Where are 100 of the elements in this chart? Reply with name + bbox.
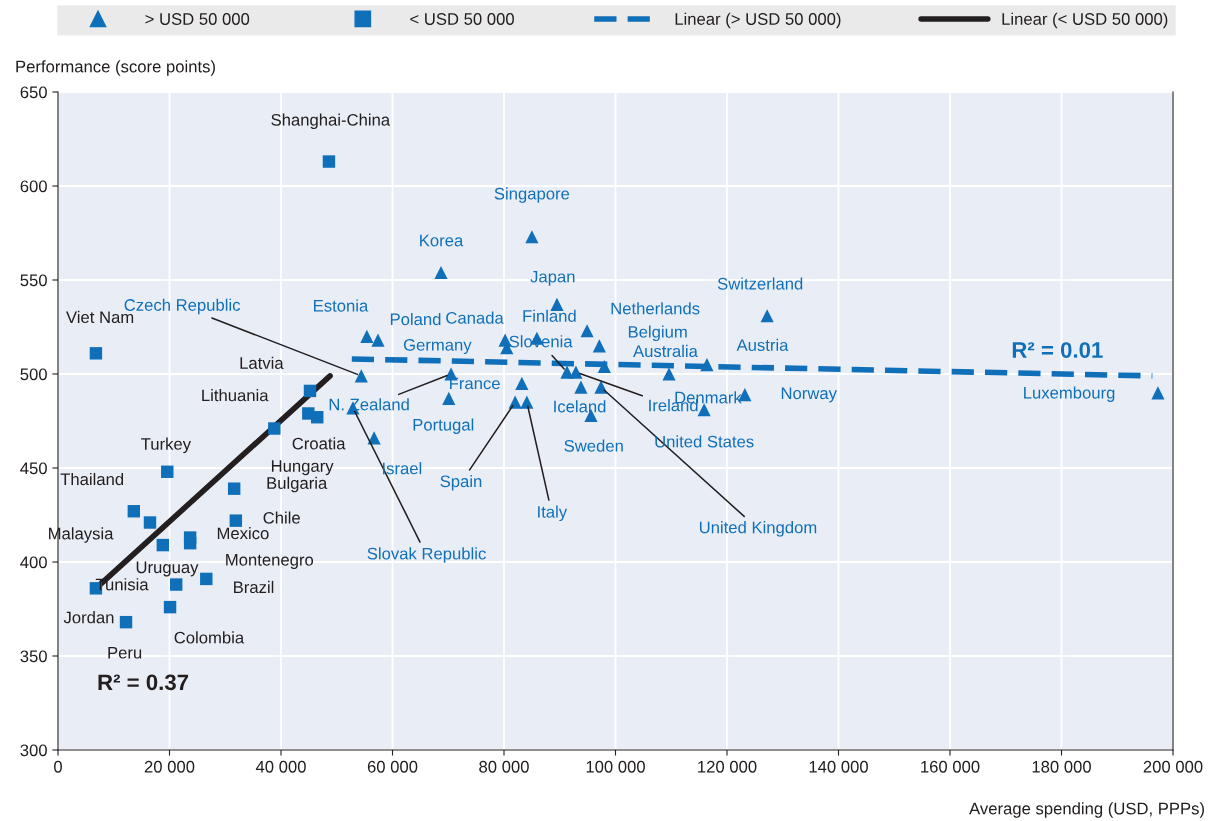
x-axis-title: Average spending (USD, PPPs) xyxy=(969,802,1204,818)
annotation: Slovak Republic xyxy=(367,547,486,563)
annotation: R² = 0.01 xyxy=(1012,342,1103,358)
x-tick-label: 80 000 xyxy=(479,760,529,773)
annotation: Jordan xyxy=(63,611,114,624)
annotation: Israel xyxy=(383,462,422,475)
y-tick-label: 400 xyxy=(20,556,47,569)
annotation: Sweden xyxy=(564,439,623,452)
annotation: Mexico xyxy=(217,527,269,540)
annotation: Spain xyxy=(440,474,482,491)
point xyxy=(229,514,243,527)
point xyxy=(156,538,170,552)
y-tick-label: 350 xyxy=(20,650,47,663)
annotation: Malaysia xyxy=(49,527,114,543)
annotation: Poland xyxy=(390,312,441,326)
annotation: United Kingdom xyxy=(699,521,817,537)
x-tick-label: 120 000 xyxy=(698,760,757,773)
annotation: Latvia xyxy=(240,356,284,370)
point xyxy=(169,578,183,591)
y-tick-label: 650 xyxy=(20,86,47,99)
annotation: Netherlands xyxy=(611,302,700,315)
x-tick-label: 20 000 xyxy=(144,760,195,773)
legend-label: Linear (> USD 50 000) xyxy=(675,12,841,29)
point xyxy=(760,309,774,323)
annotation: Australia xyxy=(633,344,698,358)
annotation: Thailand xyxy=(60,472,124,486)
point xyxy=(163,600,177,614)
point xyxy=(442,391,456,406)
point xyxy=(508,395,522,409)
annotation: Belgium xyxy=(628,325,687,342)
annotation: Brazil xyxy=(234,580,274,594)
annotation: Switzerland xyxy=(717,277,803,290)
x-tick-label: 180 000 xyxy=(1032,760,1091,773)
annotation: Colombia xyxy=(174,631,245,644)
annotation: R² = 0.37 xyxy=(98,674,189,691)
x-tick-label: 60 000 xyxy=(367,760,418,773)
point xyxy=(200,572,213,586)
annotation: Hungary xyxy=(271,460,334,476)
point xyxy=(520,395,534,409)
legend-label: Linear (< USD 50 000) xyxy=(1002,12,1168,29)
point xyxy=(360,329,374,343)
annotation: Luxembourg xyxy=(1024,386,1115,402)
y-tick-label: 450 xyxy=(20,462,47,475)
y-tick-label: 600 xyxy=(20,180,47,193)
point xyxy=(569,365,583,379)
annotation: Italy xyxy=(538,505,568,522)
x-tick-label: 100 000 xyxy=(586,760,645,773)
point xyxy=(268,422,281,435)
point xyxy=(119,615,133,629)
x-tick-label: 140 000 xyxy=(809,760,868,773)
point xyxy=(89,347,103,360)
annotation: Chile xyxy=(263,511,300,524)
point xyxy=(143,516,157,529)
y-tick-label: 500 xyxy=(20,368,47,381)
y-tick-label: 300 xyxy=(20,744,47,757)
point xyxy=(515,376,529,390)
x-tick-label: 0 xyxy=(54,760,62,773)
point xyxy=(127,505,141,518)
point xyxy=(574,380,588,394)
x-tick-label: 200 000 xyxy=(1143,760,1203,773)
x-tick-label: 40 000 xyxy=(255,760,306,773)
y-axis-title: Performance (score points) xyxy=(16,60,215,76)
point xyxy=(434,265,448,280)
annotation: Norway xyxy=(781,387,837,403)
point xyxy=(525,230,539,244)
annotation: Finland xyxy=(523,309,576,322)
annotation: Lithuania xyxy=(202,389,269,402)
point xyxy=(183,536,197,550)
annotation: Uruguay xyxy=(136,561,199,577)
point xyxy=(303,384,317,398)
annotation: Canada xyxy=(446,311,504,324)
annotation: Peru xyxy=(108,646,142,659)
point xyxy=(580,324,594,338)
point xyxy=(354,369,368,383)
point xyxy=(371,333,385,347)
point xyxy=(311,411,324,424)
annotation: Iceland xyxy=(554,400,606,413)
point xyxy=(700,358,714,372)
annotation: Turkey xyxy=(141,437,192,454)
annotation: Bulgaria xyxy=(267,476,328,493)
point xyxy=(592,339,606,353)
annotation: Japan xyxy=(530,270,575,286)
annotation: France xyxy=(450,377,500,390)
legend-label: > USD 50 000 xyxy=(145,13,250,25)
y-tick-label: 550 xyxy=(20,274,47,287)
point xyxy=(367,431,381,445)
annotation: Portugal xyxy=(413,418,474,434)
point xyxy=(227,482,241,495)
point xyxy=(662,367,676,381)
annotation: Germany xyxy=(403,338,472,355)
legend-label: < USD 50 000 xyxy=(410,13,514,25)
point xyxy=(1151,386,1165,400)
point xyxy=(597,359,611,374)
annotation: Korea xyxy=(420,234,464,247)
annotation: Shanghai-China xyxy=(271,113,391,130)
x-tick-label: 160 000 xyxy=(921,760,980,773)
point xyxy=(161,465,174,478)
point xyxy=(322,155,336,168)
annotation: Montenegro xyxy=(226,554,314,570)
annotation: Austria xyxy=(736,338,789,352)
